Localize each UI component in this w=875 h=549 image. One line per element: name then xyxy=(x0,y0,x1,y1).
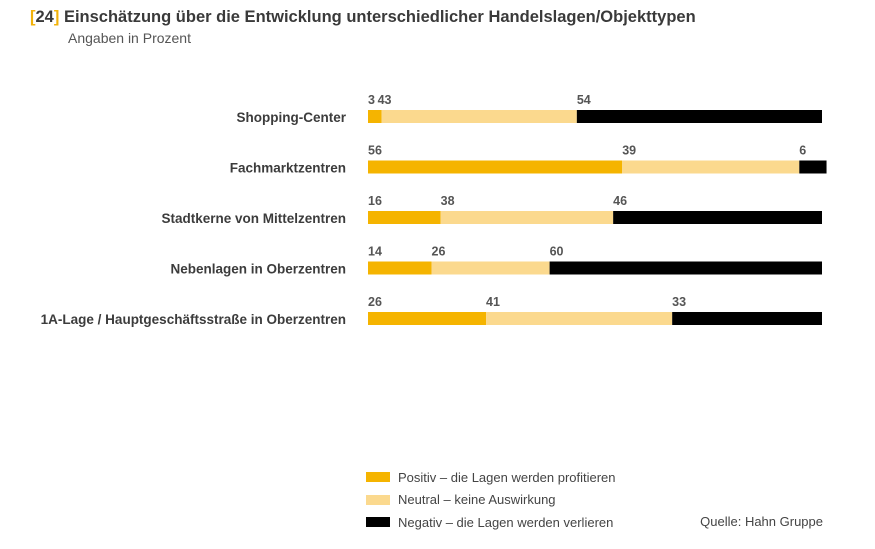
value-label: 39 xyxy=(622,144,636,158)
chart-subtitle: Angaben in Prozent xyxy=(68,30,191,46)
legend-item: Neutral – keine Auswirkung xyxy=(366,489,616,512)
figure-bracket-close: ] xyxy=(53,8,60,26)
value-label: 41 xyxy=(486,295,500,309)
legend: Positiv – die Lagen werden profitieren Ne… xyxy=(366,466,616,534)
bar-segment xyxy=(799,160,827,174)
legend-item: Positiv – die Lagen werden profitieren xyxy=(366,466,616,489)
legend-swatch xyxy=(366,472,390,483)
value-label: 6 xyxy=(799,144,806,158)
chart-title: [24] Einschätzung über die Entwicklung u… xyxy=(30,8,696,27)
value-label: 33 xyxy=(672,295,686,309)
category-label: Shopping-Center xyxy=(237,110,347,125)
chart-title-text: Einschätzung über die Entwicklung unters… xyxy=(63,8,696,26)
value-label: 14 xyxy=(368,245,382,259)
value-label: 26 xyxy=(432,245,446,259)
bar-segment xyxy=(368,110,382,123)
figure-bracket-open: [ xyxy=(30,8,36,26)
legend-item: Negativ – die Lagen werden verlieren xyxy=(366,511,616,534)
bar-segment xyxy=(622,160,800,174)
source-note: Quelle: Hahn Gruppe xyxy=(700,514,823,529)
title-block: [24] Einschätzung über die Entwicklung u… xyxy=(30,8,696,46)
bar-segment xyxy=(368,312,487,325)
value-label: 60 xyxy=(550,245,564,259)
value-label: 26 xyxy=(368,295,382,309)
bar-segment xyxy=(576,110,822,123)
bar-segment xyxy=(549,261,822,275)
legend-swatch xyxy=(366,494,390,505)
value-label: 54 xyxy=(577,93,591,107)
value-label: 43 xyxy=(378,93,392,107)
bar-segment xyxy=(613,211,822,224)
legend-label: Positiv – die Lagen werden profitieren xyxy=(398,469,616,485)
bar-segment xyxy=(672,312,822,325)
category-label: Stadtkerne von Mittelzentren xyxy=(161,211,346,226)
bar-segment xyxy=(368,160,623,174)
value-label: 46 xyxy=(613,194,627,208)
category-label: 1A-Lage / Hauptgeschäftsstraße in Oberze… xyxy=(41,312,346,327)
legend-label: Neutral – keine Auswirkung xyxy=(398,492,556,508)
legend-swatch xyxy=(366,517,390,528)
bar-segment xyxy=(381,110,577,123)
category-label: Nebenlagen in Oberzentren xyxy=(170,262,346,277)
value-label: 16 xyxy=(368,194,382,208)
bar-segment xyxy=(368,211,441,224)
stacked-bar-chart: Shopping-Center 3 43 54 Fachmarktzentren 56 39… xyxy=(41,93,827,327)
value-label: 38 xyxy=(441,194,455,208)
bar-segment xyxy=(440,211,614,224)
value-label: 56 xyxy=(368,144,382,158)
figure-number: 24 xyxy=(35,8,54,26)
bar-segment xyxy=(486,312,673,325)
value-label: 3 xyxy=(368,93,375,107)
bar-segment xyxy=(368,261,432,275)
category-label: Fachmarktzentren xyxy=(230,161,346,176)
legend-label: Negativ – die Lagen werden verlieren xyxy=(398,514,614,530)
bar-segment xyxy=(431,261,550,275)
